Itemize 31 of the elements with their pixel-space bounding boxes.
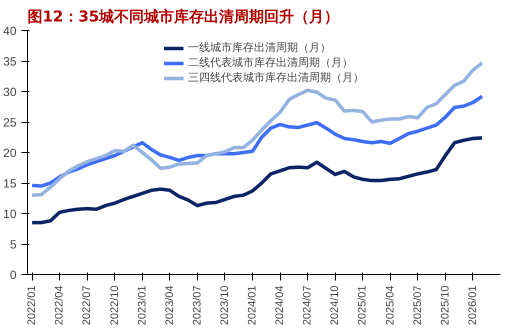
x-tick-label: 2026/01 (466, 285, 479, 326)
y-tick-label: 5 (10, 238, 17, 252)
y-tick-label: 30 (3, 85, 17, 99)
chart-title: 图12：35城不同城市库存出清周期回升（月） (28, 8, 340, 26)
y-tick-label: 0 (10, 268, 17, 282)
x-tick-label: 2022/10 (108, 285, 121, 326)
y-tick-label: 20 (3, 146, 17, 160)
y-tick-label: 35 (3, 54, 17, 68)
x-tick-label: 2023/04 (164, 285, 176, 326)
y-tick-label: 25 (3, 116, 17, 130)
x-tick-label: 2025/04 (384, 285, 396, 326)
x-tick-label: 2024/10 (329, 285, 342, 326)
x-tick-label: 2025/07 (412, 285, 424, 326)
x-tick-label: 2022/01 (26, 285, 38, 326)
x-tick-label: 2025/01 (356, 285, 369, 326)
y-tick-label: 10 (3, 207, 17, 221)
legend-label: 三四线代表城市库存出清周期（月） (188, 70, 364, 85)
x-tick-label: 2024/07 (302, 285, 314, 326)
x-tick-label: 2023/01 (136, 285, 148, 326)
y-tick-label: 40 (3, 24, 17, 38)
x-tick-label: 2022/04 (54, 285, 66, 326)
x-tick-label: 2025/10 (439, 285, 452, 326)
x-tick-label: 2022/07 (81, 285, 94, 326)
line-series (30, 136, 484, 224)
x-tick-label: 2024/04 (274, 285, 286, 326)
x-tick-label: 2023/07 (191, 285, 204, 326)
legend-label: 二线代表城市库存出清周期（月） (188, 55, 353, 70)
y-tick-label: 15 (3, 176, 17, 190)
legend-label: 一线城市库存出清周期（月） (188, 40, 331, 55)
x-tick-label: 2024/01 (246, 285, 259, 326)
x-tick-label: 2023/10 (218, 285, 231, 326)
